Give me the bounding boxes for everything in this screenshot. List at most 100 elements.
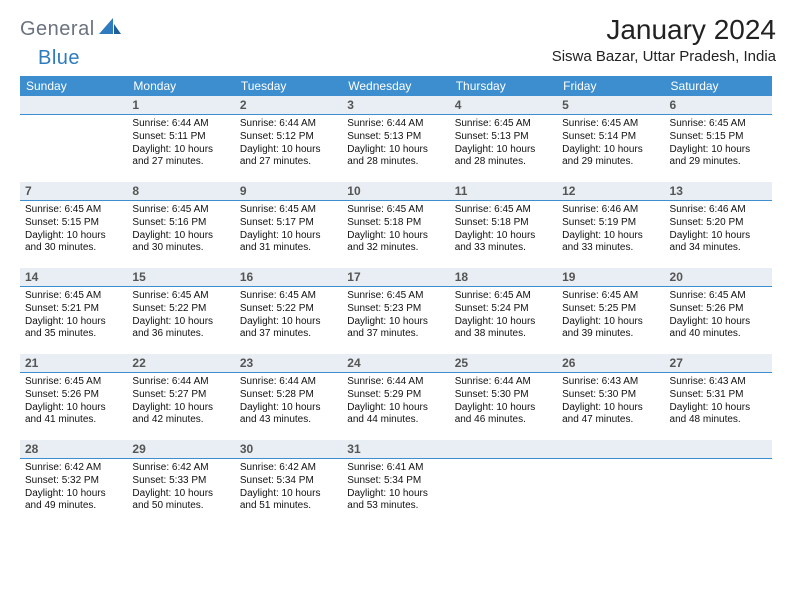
calendar-cell: 29Sunrise: 6:42 AMSunset: 5:33 PMDayligh… [127, 440, 234, 526]
calendar-cell: 26Sunrise: 6:43 AMSunset: 5:30 PMDayligh… [557, 354, 664, 440]
day-details: Sunrise: 6:45 AMSunset: 5:16 PMDaylight:… [127, 201, 234, 259]
location-label: Siswa Bazar, Uttar Pradesh, India [552, 48, 776, 65]
calendar-cell: 3Sunrise: 6:44 AMSunset: 5:13 PMDaylight… [342, 96, 449, 182]
day-number: 3 [342, 96, 449, 115]
calendar-cell [20, 96, 127, 182]
day-number: 29 [127, 440, 234, 459]
weekday-header: Thursday [450, 76, 557, 96]
calendar-cell: 27Sunrise: 6:43 AMSunset: 5:31 PMDayligh… [665, 354, 772, 440]
day-number: 14 [20, 268, 127, 287]
calendar-cell: 13Sunrise: 6:46 AMSunset: 5:20 PMDayligh… [665, 182, 772, 268]
calendar-cell: 8Sunrise: 6:45 AMSunset: 5:16 PMDaylight… [127, 182, 234, 268]
calendar-table: SundayMondayTuesdayWednesdayThursdayFrid… [20, 76, 772, 526]
day-number: 10 [342, 182, 449, 201]
day-details: Sunrise: 6:45 AMSunset: 5:13 PMDaylight:… [450, 115, 557, 173]
calendar-cell [665, 440, 772, 526]
weekday-header: Sunday [20, 76, 127, 96]
day-number: 15 [127, 268, 234, 287]
calendar-cell: 21Sunrise: 6:45 AMSunset: 5:26 PMDayligh… [20, 354, 127, 440]
day-number: 27 [665, 354, 772, 373]
calendar-cell: 12Sunrise: 6:46 AMSunset: 5:19 PMDayligh… [557, 182, 664, 268]
day-number: 16 [235, 268, 342, 287]
day-number: 6 [665, 96, 772, 115]
calendar-cell: 1Sunrise: 6:44 AMSunset: 5:11 PMDaylight… [127, 96, 234, 182]
day-details: Sunrise: 6:45 AMSunset: 5:26 PMDaylight:… [665, 287, 772, 345]
calendar-cell: 24Sunrise: 6:44 AMSunset: 5:29 PMDayligh… [342, 354, 449, 440]
day-details: Sunrise: 6:42 AMSunset: 5:33 PMDaylight:… [127, 459, 234, 517]
day-details: Sunrise: 6:44 AMSunset: 5:27 PMDaylight:… [127, 373, 234, 431]
day-details: Sunrise: 6:44 AMSunset: 5:30 PMDaylight:… [450, 373, 557, 431]
logo: General [20, 18, 123, 41]
day-details: Sunrise: 6:46 AMSunset: 5:20 PMDaylight:… [665, 201, 772, 259]
day-number: 18 [450, 268, 557, 287]
day-number: 28 [20, 440, 127, 459]
day-details: Sunrise: 6:45 AMSunset: 5:18 PMDaylight:… [342, 201, 449, 259]
day-number: 23 [235, 354, 342, 373]
calendar-cell: 4Sunrise: 6:45 AMSunset: 5:13 PMDaylight… [450, 96, 557, 182]
calendar-cell: 6Sunrise: 6:45 AMSunset: 5:15 PMDaylight… [665, 96, 772, 182]
calendar-cell: 20Sunrise: 6:45 AMSunset: 5:26 PMDayligh… [665, 268, 772, 354]
calendar-cell [450, 440, 557, 526]
title-block: January 2024 Siswa Bazar, Uttar Pradesh,… [552, 14, 776, 65]
day-number: 31 [342, 440, 449, 459]
day-number: 17 [342, 268, 449, 287]
day-number: 20 [665, 268, 772, 287]
day-number: 1 [127, 96, 234, 115]
day-number: 7 [20, 182, 127, 201]
day-details: Sunrise: 6:43 AMSunset: 5:30 PMDaylight:… [557, 373, 664, 431]
weekday-header: Monday [127, 76, 234, 96]
day-details: Sunrise: 6:45 AMSunset: 5:15 PMDaylight:… [20, 201, 127, 259]
calendar-cell: 31Sunrise: 6:41 AMSunset: 5:34 PMDayligh… [342, 440, 449, 526]
day-number: 21 [20, 354, 127, 373]
calendar-cell: 5Sunrise: 6:45 AMSunset: 5:14 PMDaylight… [557, 96, 664, 182]
day-number: 2 [235, 96, 342, 115]
calendar-cell: 15Sunrise: 6:45 AMSunset: 5:22 PMDayligh… [127, 268, 234, 354]
day-details: Sunrise: 6:44 AMSunset: 5:28 PMDaylight:… [235, 373, 342, 431]
calendar-cell: 22Sunrise: 6:44 AMSunset: 5:27 PMDayligh… [127, 354, 234, 440]
calendar-cell: 7Sunrise: 6:45 AMSunset: 5:15 PMDaylight… [20, 182, 127, 268]
day-number: 22 [127, 354, 234, 373]
day-details: Sunrise: 6:45 AMSunset: 5:22 PMDaylight:… [235, 287, 342, 345]
day-details: Sunrise: 6:45 AMSunset: 5:22 PMDaylight:… [127, 287, 234, 345]
day-details: Sunrise: 6:44 AMSunset: 5:12 PMDaylight:… [235, 115, 342, 173]
empty-day-bar [450, 440, 557, 459]
logo-sail-icon [99, 18, 121, 41]
calendar-cell: 19Sunrise: 6:45 AMSunset: 5:25 PMDayligh… [557, 268, 664, 354]
day-number: 5 [557, 96, 664, 115]
calendar-header-row: SundayMondayTuesdayWednesdayThursdayFrid… [20, 76, 772, 96]
weekday-header: Saturday [665, 76, 772, 96]
day-number: 30 [235, 440, 342, 459]
empty-day-bar [20, 96, 127, 115]
calendar-cell: 30Sunrise: 6:42 AMSunset: 5:34 PMDayligh… [235, 440, 342, 526]
day-details: Sunrise: 6:45 AMSunset: 5:21 PMDaylight:… [20, 287, 127, 345]
day-details: Sunrise: 6:45 AMSunset: 5:17 PMDaylight:… [235, 201, 342, 259]
calendar-cell: 18Sunrise: 6:45 AMSunset: 5:24 PMDayligh… [450, 268, 557, 354]
day-number: 26 [557, 354, 664, 373]
day-details: Sunrise: 6:44 AMSunset: 5:13 PMDaylight:… [342, 115, 449, 173]
day-details: Sunrise: 6:45 AMSunset: 5:26 PMDaylight:… [20, 373, 127, 431]
day-number: 19 [557, 268, 664, 287]
calendar-cell: 17Sunrise: 6:45 AMSunset: 5:23 PMDayligh… [342, 268, 449, 354]
calendar-cell: 16Sunrise: 6:45 AMSunset: 5:22 PMDayligh… [235, 268, 342, 354]
day-details: Sunrise: 6:43 AMSunset: 5:31 PMDaylight:… [665, 373, 772, 431]
empty-day-bar [557, 440, 664, 459]
calendar-body: 1Sunrise: 6:44 AMSunset: 5:11 PMDaylight… [20, 96, 772, 526]
day-number: 12 [557, 182, 664, 201]
day-details: Sunrise: 6:45 AMSunset: 5:23 PMDaylight:… [342, 287, 449, 345]
day-details: Sunrise: 6:45 AMSunset: 5:25 PMDaylight:… [557, 287, 664, 345]
day-number: 24 [342, 354, 449, 373]
day-details: Sunrise: 6:45 AMSunset: 5:15 PMDaylight:… [665, 115, 772, 173]
calendar-cell: 2Sunrise: 6:44 AMSunset: 5:12 PMDaylight… [235, 96, 342, 182]
day-number: 13 [665, 182, 772, 201]
day-number: 4 [450, 96, 557, 115]
day-number: 25 [450, 354, 557, 373]
day-number: 9 [235, 182, 342, 201]
calendar-cell: 11Sunrise: 6:45 AMSunset: 5:18 PMDayligh… [450, 182, 557, 268]
calendar-cell: 10Sunrise: 6:45 AMSunset: 5:18 PMDayligh… [342, 182, 449, 268]
month-title: January 2024 [552, 14, 776, 46]
weekday-header: Tuesday [235, 76, 342, 96]
day-details: Sunrise: 6:45 AMSunset: 5:24 PMDaylight:… [450, 287, 557, 345]
day-details: Sunrise: 6:44 AMSunset: 5:11 PMDaylight:… [127, 115, 234, 173]
calendar-cell: 28Sunrise: 6:42 AMSunset: 5:32 PMDayligh… [20, 440, 127, 526]
empty-day-bar [665, 440, 772, 459]
